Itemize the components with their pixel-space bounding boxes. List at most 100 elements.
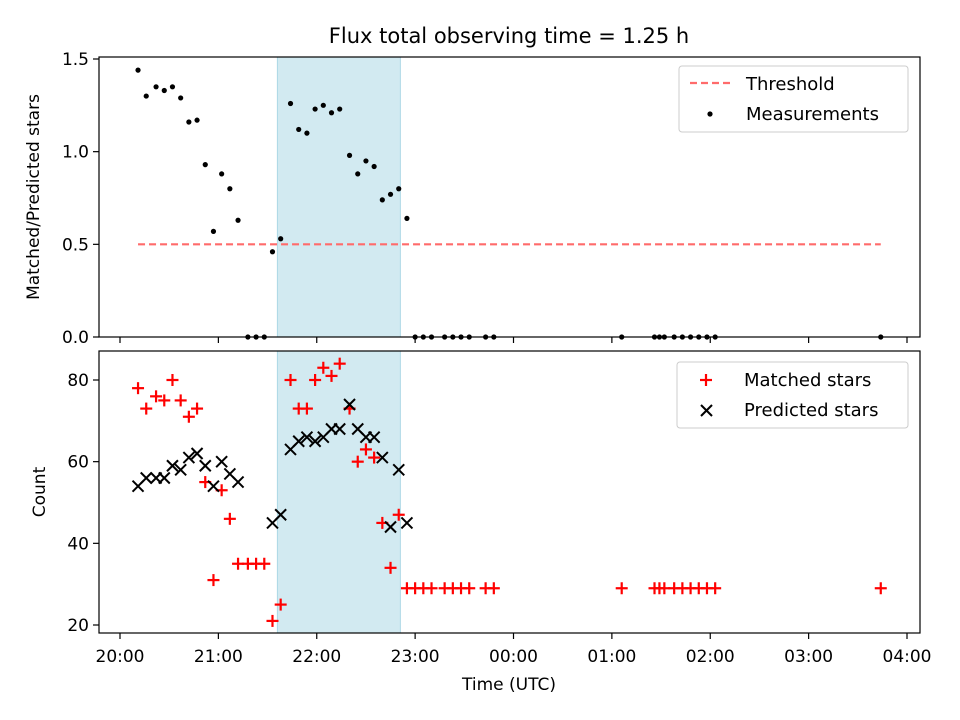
matched-star-point <box>266 614 279 627</box>
bottom-legend: Matched stars Predicted stars <box>676 361 909 429</box>
measurement-point <box>304 130 310 136</box>
matched-star-point <box>392 508 405 521</box>
y-tick-label: 80 <box>67 371 89 391</box>
predicted-star-point <box>174 463 187 477</box>
y-tick-label: 60 <box>67 453 89 473</box>
matched-star-point <box>191 402 204 415</box>
predicted-star-point <box>333 422 346 436</box>
y-tick-label: 0.5 <box>62 235 89 255</box>
measurement-point <box>328 110 335 116</box>
legend-measurements-swatch <box>707 111 713 117</box>
measurement-point <box>379 197 385 203</box>
measurement-point <box>346 152 353 158</box>
measurement-point <box>235 217 241 223</box>
bottom-legend-frame <box>676 361 909 429</box>
legend-matched-swatch <box>700 374 712 386</box>
x-tick-label: 21:00 <box>194 647 243 667</box>
y-tick-label: 1.5 <box>62 50 89 70</box>
predicted-star-point <box>182 451 196 464</box>
matched-star-point <box>207 574 220 587</box>
x-tick-label: 22:00 <box>292 647 341 667</box>
matched-star-point <box>300 402 313 415</box>
bottom-panel: 20 40 60 80 20:00 21:00 22:00 23:00 00:00 01:00 0… <box>30 350 932 695</box>
measurement-point <box>287 100 294 107</box>
matched-star-point <box>309 374 322 386</box>
predicted-star-point <box>343 398 356 411</box>
matched-star-point <box>359 443 372 456</box>
measurement-point <box>135 67 141 73</box>
matched-star-point <box>166 374 179 386</box>
predicted-star-point <box>199 459 212 472</box>
measurement-point <box>278 236 284 242</box>
predicted-star-point <box>308 435 322 448</box>
measurement-point <box>169 84 176 90</box>
measurement-point <box>337 106 343 112</box>
predicted-star-point <box>392 463 405 477</box>
x-tick-label: 20:00 <box>96 647 145 667</box>
measurement-point <box>269 249 276 255</box>
x-tick-label: 04:00 <box>883 647 932 667</box>
x-tick-label: 03:00 <box>784 647 833 667</box>
measurement-point <box>320 102 326 108</box>
matched-star-point <box>284 374 297 386</box>
matched-star-point <box>615 582 628 595</box>
predicted-star-point <box>367 430 381 444</box>
matched-star-point <box>274 598 287 611</box>
measurement-point <box>153 84 159 90</box>
predicted-star-point <box>400 516 414 530</box>
matched-star-point <box>874 582 887 595</box>
matched-star-point <box>325 369 338 382</box>
measurement-point <box>296 126 302 133</box>
predicted-star-point <box>292 435 305 448</box>
matched-star-point <box>132 382 145 395</box>
matched-star-point <box>333 357 346 370</box>
matched-star-point <box>182 410 195 423</box>
matched-star-point <box>368 451 381 464</box>
predicted-star-point <box>384 520 397 534</box>
predicted-star-point <box>231 475 245 489</box>
y-tick-label: 40 <box>67 534 89 554</box>
matched-star-point <box>258 557 271 570</box>
legend-predicted-swatch <box>700 404 713 417</box>
measurement-point <box>404 215 410 221</box>
matched-star-point <box>709 582 722 595</box>
measurement-point <box>210 228 217 234</box>
measurement-point <box>371 163 377 170</box>
chart-title: Flux total observing time = 1.25 h <box>329 24 689 48</box>
matched-star-point <box>158 394 171 407</box>
top-legend: Threshold Measurements <box>678 65 909 133</box>
predicted-star-point <box>166 459 179 472</box>
measurement-point <box>194 117 200 123</box>
y-tick-label: 0.0 <box>62 328 89 348</box>
legend-threshold-label: Threshold <box>745 74 835 95</box>
measurement-point <box>312 106 318 112</box>
top-legend-frame <box>678 65 909 133</box>
legend-predicted-label: Predicted stars <box>744 400 878 421</box>
predicted-star-point <box>158 471 171 485</box>
matched-star-point <box>174 394 187 407</box>
legend-matched-label: Matched stars <box>744 370 871 391</box>
x-axis-label: Time (UTC) <box>461 675 556 695</box>
measurement-point <box>396 186 402 192</box>
matched-star-point <box>150 390 163 403</box>
x-tick-label: 00:00 <box>489 647 538 667</box>
x-tick-label: 02:00 <box>686 647 735 667</box>
predicted-star-point <box>190 447 204 460</box>
x-tick-label: 23:00 <box>391 647 440 667</box>
measurement-point <box>219 171 225 177</box>
measurement-point <box>178 95 184 101</box>
measurement-point <box>355 171 361 177</box>
measurement-point <box>363 158 369 164</box>
predicted-star-point <box>140 471 153 485</box>
observing-window-shade <box>276 350 401 634</box>
bottom-y-axis-label: Count <box>30 466 50 517</box>
predicted-star-point <box>215 455 228 468</box>
matched-star-point <box>223 512 236 525</box>
predicted-star-point <box>274 508 287 521</box>
observing-window-shade <box>276 56 401 338</box>
y-tick-label: 20 <box>67 616 89 636</box>
legend-measurements-label: Measurements <box>746 104 879 125</box>
measurement-point <box>387 191 394 197</box>
measurement-point <box>143 93 149 99</box>
